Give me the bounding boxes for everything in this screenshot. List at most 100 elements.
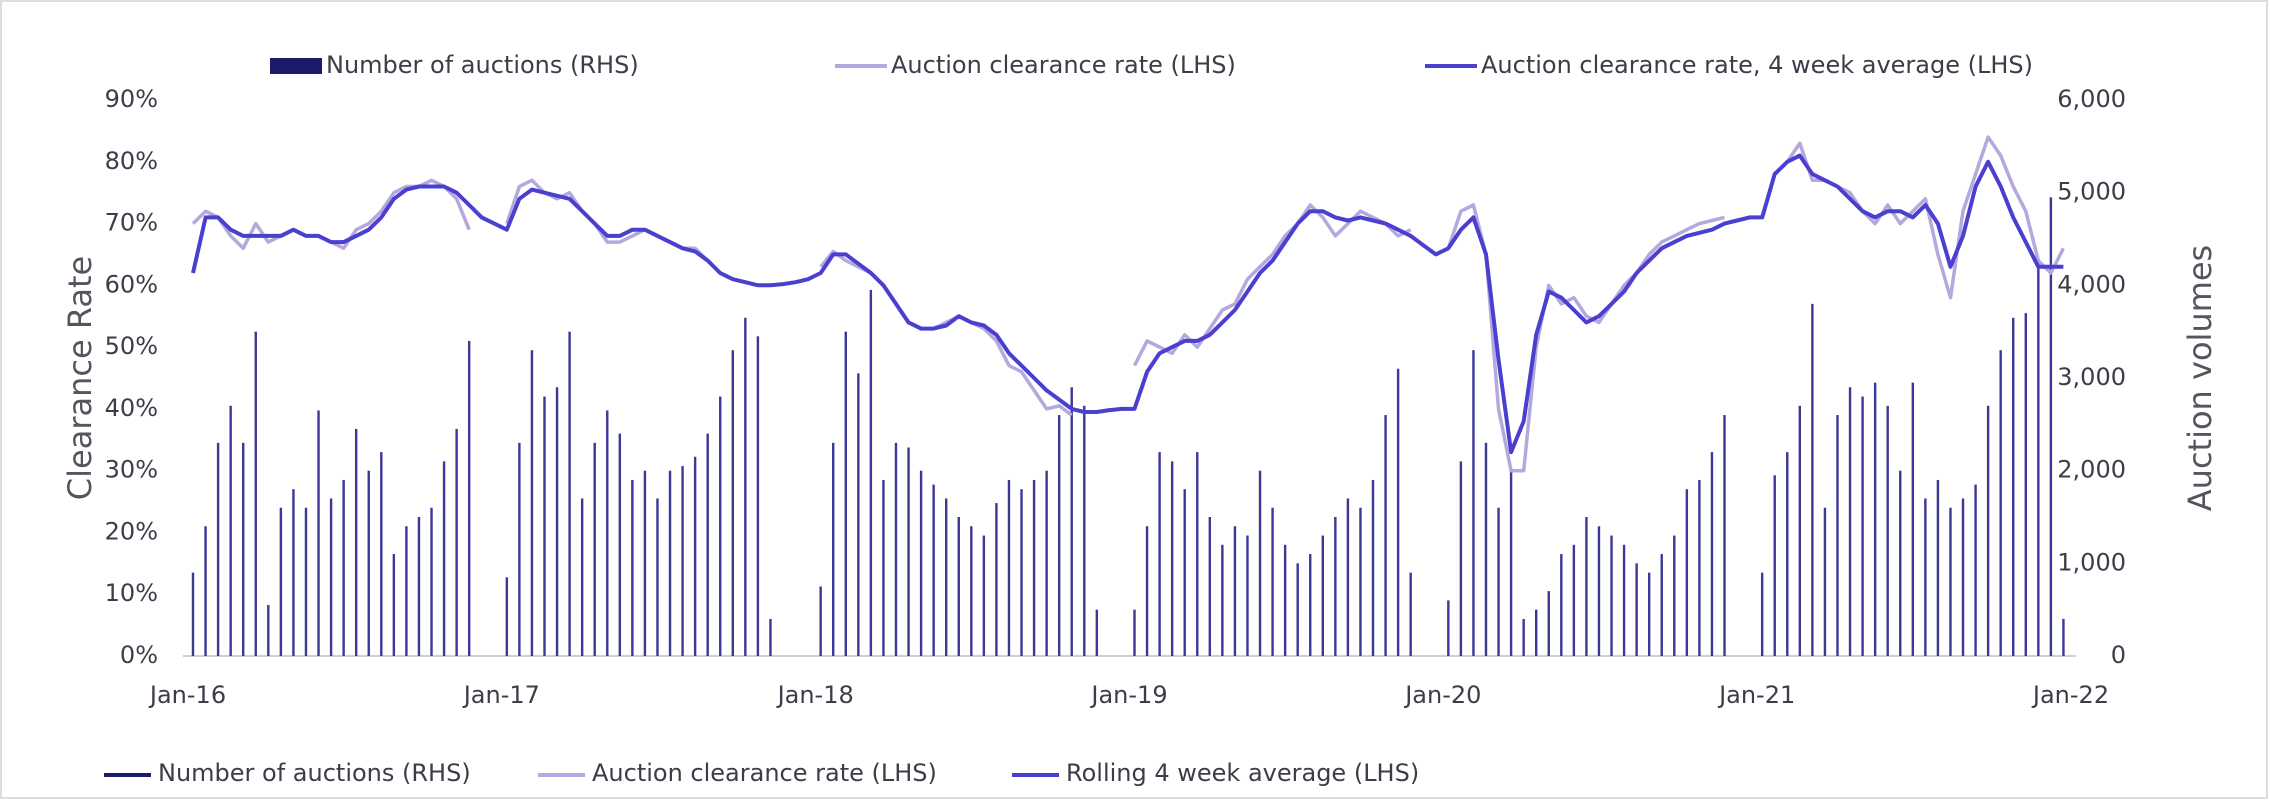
bar bbox=[769, 618, 772, 656]
y-tick-label: 10% bbox=[105, 579, 158, 607]
bar bbox=[229, 405, 232, 656]
bar bbox=[1585, 517, 1588, 656]
bar bbox=[857, 373, 860, 656]
bar bbox=[1283, 544, 1287, 656]
bar bbox=[606, 410, 609, 656]
bar bbox=[1811, 303, 1814, 656]
bar bbox=[1145, 526, 1149, 656]
bar bbox=[919, 470, 923, 656]
bar bbox=[631, 479, 634, 656]
bar bbox=[1271, 507, 1274, 656]
y2-axis-label: Auction volumes bbox=[2181, 245, 2219, 511]
bar bbox=[819, 586, 822, 656]
bar bbox=[932, 484, 935, 656]
bar bbox=[1095, 609, 1099, 656]
bar bbox=[191, 572, 195, 656]
bar bbox=[1057, 415, 1061, 656]
bar bbox=[1911, 382, 1915, 656]
bar bbox=[467, 340, 471, 656]
bar bbox=[1309, 554, 1312, 656]
y-tick-label: 80% bbox=[105, 147, 158, 175]
bar bbox=[242, 442, 245, 656]
bar bbox=[2062, 618, 2065, 656]
y-tick-label: 60% bbox=[105, 270, 158, 298]
bar bbox=[568, 331, 571, 656]
bar bbox=[1899, 470, 1902, 656]
bar bbox=[1836, 415, 1839, 656]
y-tick-label: 90% bbox=[105, 85, 158, 113]
bar bbox=[1798, 405, 1802, 656]
bar bbox=[618, 433, 622, 656]
bar bbox=[970, 526, 973, 656]
bar bbox=[1083, 405, 1086, 656]
bar bbox=[2049, 197, 2053, 657]
bar bbox=[907, 447, 910, 656]
legend-label: Number of auctions (RHS) bbox=[158, 759, 471, 787]
bar bbox=[1635, 563, 1638, 656]
bar bbox=[1622, 544, 1626, 656]
bar bbox=[1032, 479, 1036, 656]
y2-tick-label: 1,000 bbox=[2057, 548, 2126, 576]
bar bbox=[1409, 572, 1412, 656]
bar bbox=[706, 433, 709, 656]
x-tick-label: Jan-19 bbox=[1089, 681, 1167, 709]
bar bbox=[1447, 600, 1450, 656]
bar bbox=[292, 489, 295, 656]
bar bbox=[530, 350, 534, 656]
bar bbox=[1509, 470, 1513, 656]
bar bbox=[2037, 262, 2040, 656]
bar bbox=[1396, 368, 1400, 656]
bar bbox=[1710, 452, 1714, 656]
bar bbox=[882, 479, 885, 656]
bar bbox=[1133, 609, 1136, 656]
bar bbox=[1196, 452, 1199, 656]
bar bbox=[354, 428, 358, 656]
bar bbox=[455, 428, 458, 656]
bar bbox=[656, 498, 659, 656]
bar bbox=[719, 396, 722, 656]
bar bbox=[1007, 479, 1011, 656]
bar bbox=[1321, 535, 1324, 656]
bar bbox=[518, 442, 521, 656]
bar bbox=[1070, 387, 1073, 656]
bar bbox=[1986, 405, 1990, 656]
bar bbox=[1936, 479, 1940, 656]
bar bbox=[1045, 470, 1048, 656]
bar bbox=[1459, 461, 1463, 656]
bar bbox=[342, 479, 345, 656]
x-tick-label: Jan-22 bbox=[2031, 681, 2109, 709]
bar bbox=[982, 535, 986, 656]
bar bbox=[731, 350, 734, 656]
bar bbox=[957, 517, 960, 656]
y-tick-label: 70% bbox=[105, 209, 158, 237]
bar bbox=[1183, 489, 1186, 656]
bar bbox=[1233, 526, 1237, 656]
y2-tick-label: 3,000 bbox=[2057, 363, 2126, 391]
bar bbox=[279, 507, 283, 656]
legend-label: Auction clearance rate (LHS) bbox=[891, 51, 1236, 79]
bar bbox=[643, 470, 647, 656]
bar bbox=[756, 336, 760, 656]
bar bbox=[392, 554, 396, 656]
bar bbox=[1170, 461, 1174, 656]
legend-label: Rolling 4 week average (LHS) bbox=[1066, 759, 1419, 787]
bar bbox=[1974, 484, 1977, 656]
bar bbox=[668, 470, 672, 656]
bar bbox=[1924, 498, 1927, 656]
bar bbox=[1258, 470, 1262, 656]
bar bbox=[1698, 479, 1701, 656]
y-axis-label: Clearance Rate bbox=[61, 256, 99, 500]
bar bbox=[894, 442, 898, 656]
bar bbox=[405, 526, 408, 656]
bar bbox=[995, 503, 998, 656]
y2-tick-label: 2,000 bbox=[2057, 456, 2126, 484]
bar bbox=[1346, 498, 1350, 656]
y-tick-label: 30% bbox=[105, 456, 158, 484]
bar bbox=[267, 605, 270, 656]
bar bbox=[1334, 517, 1337, 656]
bar bbox=[317, 410, 320, 656]
bar bbox=[1786, 452, 1789, 656]
x-tick-label: Jan-18 bbox=[776, 681, 854, 709]
